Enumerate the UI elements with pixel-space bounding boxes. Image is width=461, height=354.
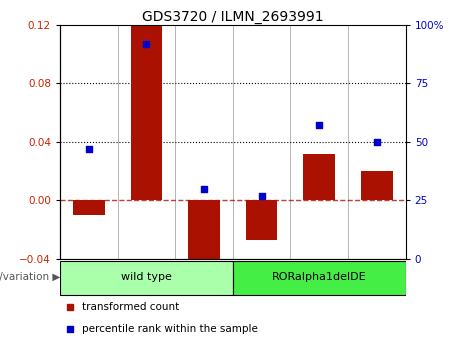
Point (85, 146, 92, 152)
Point (200, 186, 207, 192)
Point (142, 41, 150, 46)
Point (373, 139, 381, 145)
Bar (188, 200, 220, 269)
Point (315, 122, 323, 128)
Bar (233, 261, 406, 295)
Text: genotype/variation ▶: genotype/variation ▶ (0, 272, 60, 282)
Point (258, 193, 266, 199)
Bar (60, 261, 233, 295)
Title: GDS3720 / ILMN_2693991: GDS3720 / ILMN_2693991 (142, 10, 324, 24)
Text: wild type: wild type (121, 272, 172, 282)
Bar (73, 200, 105, 215)
Bar (303, 154, 335, 200)
Text: RORalpha1delDE: RORalpha1delDE (272, 272, 366, 282)
Text: transformed count: transformed count (83, 302, 180, 312)
Text: percentile rank within the sample: percentile rank within the sample (83, 324, 258, 334)
Bar (130, 25, 162, 200)
Bar (246, 200, 278, 240)
Bar (361, 171, 393, 200)
